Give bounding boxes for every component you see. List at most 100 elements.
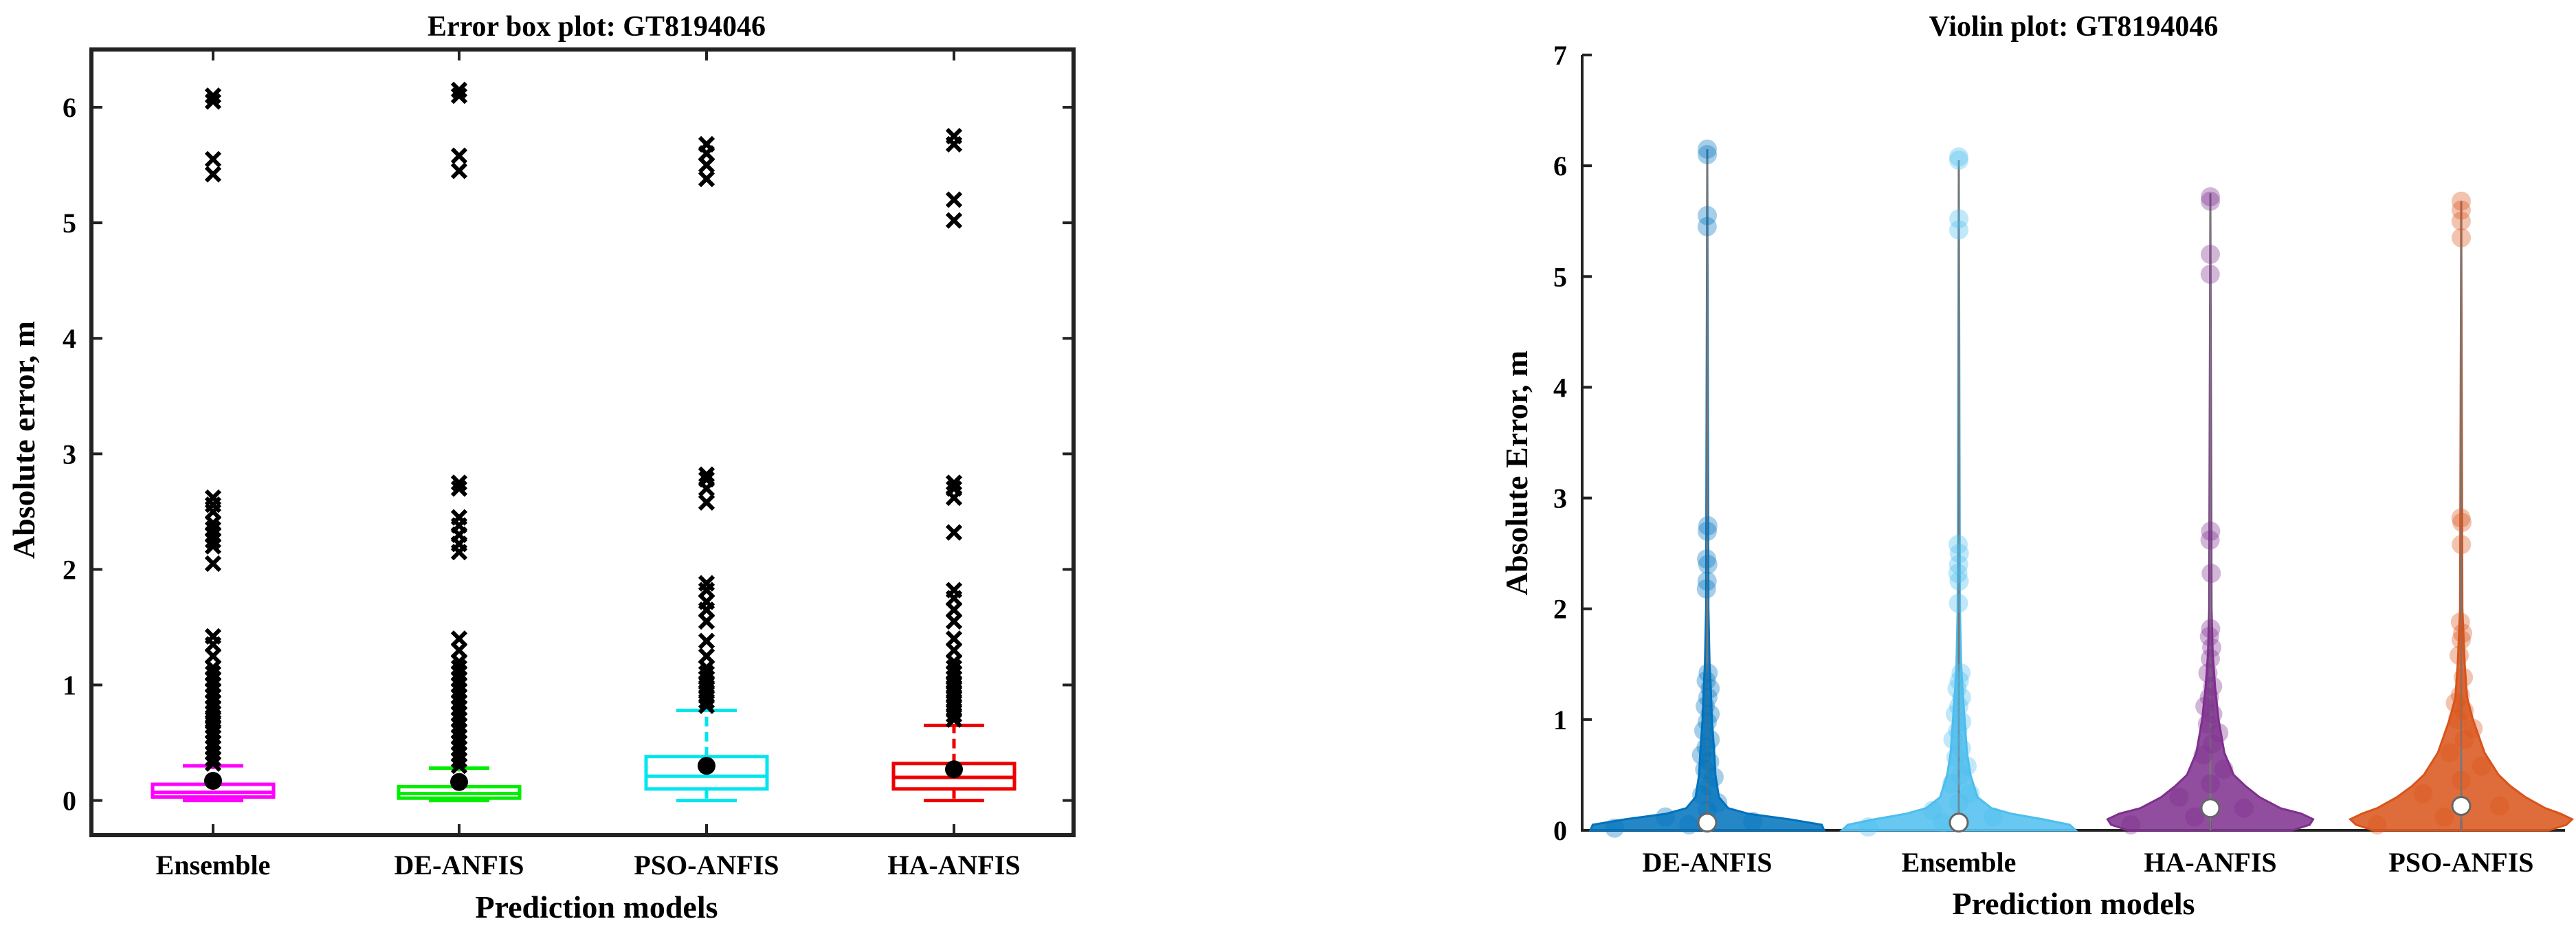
- data-point: [1696, 579, 1716, 599]
- box-plot-xlabel: Prediction models: [475, 889, 718, 925]
- data-point: [2445, 693, 2465, 713]
- y-tick-label: 5: [1553, 261, 1567, 292]
- data-point: [1933, 812, 1953, 832]
- violin-pso-anfis: [2348, 191, 2575, 834]
- data-point: [1700, 752, 1720, 772]
- data-point: [2185, 807, 2205, 827]
- data-point: [2202, 734, 2222, 754]
- data-point: [1691, 745, 1711, 765]
- y-tick-label: 7: [1553, 40, 1567, 71]
- y-tick-label: 2: [1553, 594, 1567, 625]
- outlier-point: [204, 87, 222, 104]
- data-point: [2169, 787, 2189, 807]
- data-point: [2201, 191, 2221, 211]
- data-point: [2452, 771, 2471, 790]
- outlier-point: [450, 630, 468, 647]
- data-point: [2201, 564, 2221, 584]
- data-point: [1700, 678, 1720, 698]
- outlier-point: [945, 659, 963, 676]
- outlier-point: [698, 170, 715, 188]
- outlier-point: [698, 471, 715, 488]
- violin-plot-ylabel: Absolute Error, m: [1499, 351, 1534, 596]
- data-point: [1858, 817, 1878, 837]
- x-tick-label: PSO-ANFIS: [634, 850, 779, 881]
- mean-point: [204, 771, 222, 790]
- median-marker: [1697, 812, 1718, 833]
- outlier-point: [204, 93, 222, 110]
- data-point: [1948, 564, 1968, 584]
- data-point: [1949, 151, 1968, 170]
- data-point: [1949, 147, 1968, 167]
- box-ensemble: [151, 87, 276, 803]
- y-tick-label: 0: [1553, 815, 1567, 846]
- data-point: [2200, 187, 2220, 207]
- box-pso-anfis: [644, 135, 769, 803]
- data-point: [2121, 815, 2141, 834]
- data-point: [1946, 747, 1966, 767]
- data-point: [2450, 645, 2469, 665]
- data-point: [1942, 774, 1962, 794]
- data-point: [1951, 765, 1970, 785]
- outlier-point: [698, 135, 715, 153]
- data-point: [1700, 729, 1720, 749]
- outlier-point: [204, 520, 222, 538]
- outlier-point: [945, 524, 963, 541]
- data-point: [2201, 619, 2221, 639]
- outlier-point: [698, 575, 715, 592]
- data-point: [1697, 549, 1717, 569]
- data-point: [1949, 571, 1969, 591]
- data-point: [1923, 800, 1943, 820]
- data-point: [2200, 265, 2220, 285]
- data-point: [2454, 667, 2474, 687]
- outlier-point: [698, 632, 715, 650]
- data-point: [1983, 807, 2003, 827]
- y-tick-label: 4: [63, 323, 76, 354]
- data-point: [1698, 712, 1717, 732]
- data-point: [2195, 696, 2215, 716]
- data-point: [2209, 723, 2229, 743]
- data-point: [1949, 696, 1968, 716]
- data-point: [1948, 720, 1968, 740]
- data-point: [2413, 784, 2433, 804]
- data-point: [1949, 671, 1969, 691]
- y-tick-label: 1: [1553, 705, 1567, 735]
- data-point: [1948, 593, 1968, 613]
- data-point: [1699, 776, 1719, 796]
- outlier-point: [698, 647, 715, 665]
- data-point: [1951, 738, 1971, 758]
- y-tick-label: 4: [1553, 372, 1567, 403]
- data-point: [1957, 756, 1977, 776]
- violin-plot-xlabel: Prediction models: [1952, 886, 2195, 921]
- data-point: [1698, 139, 1717, 159]
- data-point: [1698, 555, 1718, 575]
- outlier-point: [945, 474, 963, 491]
- data-point: [2450, 612, 2470, 632]
- mean-point: [450, 773, 468, 791]
- box-plot-frame: [89, 47, 1076, 837]
- x-tick-label: DE-ANFIS: [1643, 847, 1773, 878]
- data-point: [2367, 815, 2387, 834]
- outlier-point: [450, 480, 468, 497]
- data-point: [2472, 756, 2491, 776]
- data-point: [1949, 209, 1969, 229]
- data-point: [1698, 516, 1718, 535]
- median-marker: [2200, 798, 2221, 819]
- violin-ensemble: [1839, 147, 2078, 837]
- data-point: [1949, 793, 1968, 812]
- data-point: [1656, 807, 1676, 827]
- data-point: [1696, 696, 1716, 716]
- outlier-point: [450, 81, 468, 98]
- data-point: [1694, 720, 1713, 740]
- data-point: [2193, 745, 2213, 765]
- data-point: [2451, 211, 2471, 231]
- data-point: [2201, 774, 2220, 794]
- violin-plot-x-ticks: DE-ANFIS Ensemble HA-ANFIS PSO-ANFIS: [1643, 821, 2534, 878]
- data-point: [2197, 714, 2217, 734]
- box-iqr: [644, 755, 769, 791]
- box-plot-ylabel: Absolute error, m: [6, 321, 41, 559]
- violin-plot-y-ticks: 0 1 2 3 4 5 6 7: [1553, 40, 1592, 846]
- data-point: [1698, 663, 1718, 683]
- y-tick-label: 5: [63, 208, 76, 239]
- data-point: [2200, 530, 2220, 550]
- y-tick-label: 1: [63, 669, 76, 700]
